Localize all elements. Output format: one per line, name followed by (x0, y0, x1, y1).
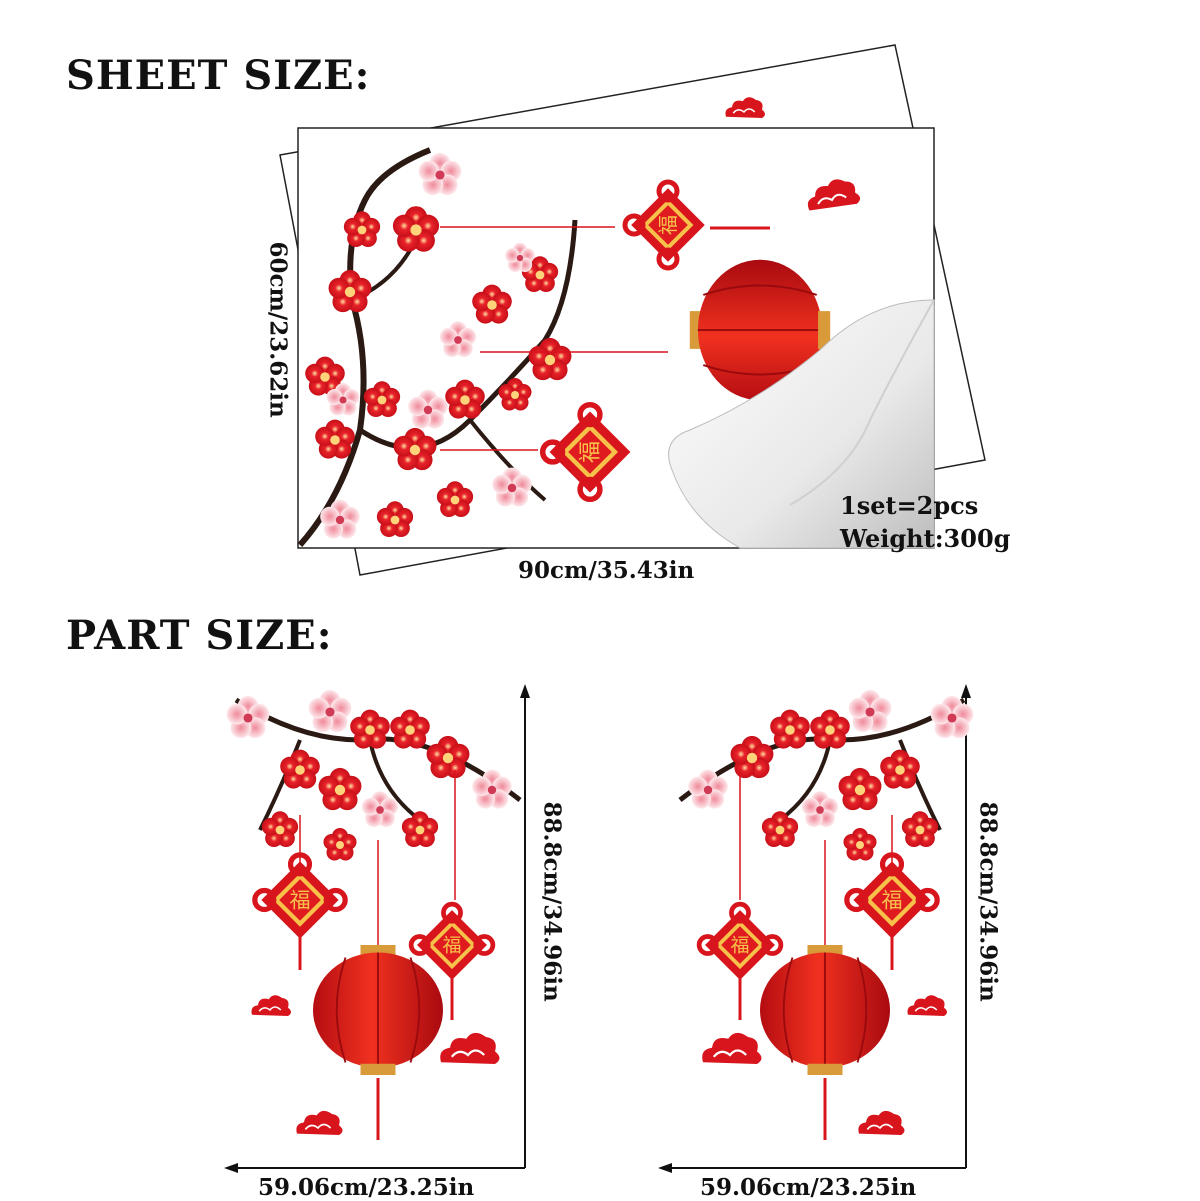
part-left-height-label: 88.8cm/34.96in (538, 801, 566, 1002)
sheet-size-heading: SHEET SIZE: (66, 52, 371, 99)
part-right-width-label: 59.06cm/23.25in (700, 1174, 917, 1201)
part-illustration-right (658, 684, 974, 1173)
sheet-illustration: 福 (279, 44, 986, 576)
set-count-label: 1set=2pcs (840, 491, 979, 520)
part-right-height-label: 88.8cm/34.96in (974, 801, 1002, 1002)
weight-label: Weight:300g (840, 524, 1011, 553)
sheet-height-label: 60cm/23.62in (264, 241, 292, 418)
part-size-heading: PART SIZE: (66, 612, 333, 659)
sheet-width-label: 90cm/35.43in (518, 557, 695, 584)
sheet-info: 1set=2pcs Weight:300g (840, 489, 1010, 555)
part-illustration-left (224, 684, 530, 1173)
part-left-width-label: 59.06cm/23.25in (258, 1174, 475, 1201)
